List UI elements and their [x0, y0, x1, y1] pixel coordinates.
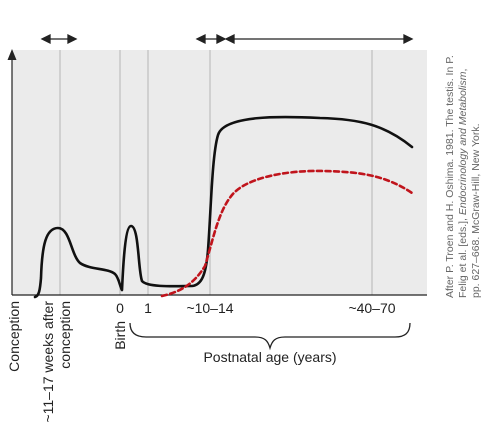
credit-line-3: pp. 627–668. McGraw-Hill, New York.	[470, 124, 482, 299]
credit-line-2: Felig et al. [eds.], Endocrinology and M…	[457, 69, 469, 298]
credit-line-2-italic: Endocrinology and Metabolism	[457, 71, 469, 215]
credit-line-1: After P. Troen and H. Oshima. 1981. The …	[444, 55, 456, 298]
tick-label-11-17-weeks-line1: ~11–17 weeks after	[40, 301, 56, 423]
tick-label-11-17-weeks-line2: conception	[57, 301, 73, 369]
plot-background	[12, 50, 427, 295]
tick-label-40-70: ~40–70	[348, 300, 395, 316]
tick-label-1: 1	[144, 300, 152, 316]
tick-label-birth: Birth	[112, 321, 128, 350]
fetal-window-arrow	[40, 33, 78, 45]
postnatal-brace	[129, 322, 411, 351]
credit-line-2-a: Felig et al. [eds.],	[457, 215, 469, 298]
window-arrows	[40, 33, 414, 45]
adult-window-arrow	[224, 33, 414, 45]
gridlines	[59, 50, 373, 295]
y-axis-label-conception: Conception	[6, 301, 22, 372]
tick-label-0: 0	[116, 300, 124, 316]
dashed-curve	[160, 169, 414, 298]
y-axis-arrowhead	[7, 49, 17, 60]
puberty-window-arrow	[195, 33, 227, 45]
tick-label-10-14: ~10–14	[186, 300, 233, 316]
x-axis-label-postnatal-age: Postnatal age (years)	[203, 349, 336, 365]
solid-curve	[33, 115, 414, 299]
credit-line-2-c: ,	[457, 69, 469, 72]
